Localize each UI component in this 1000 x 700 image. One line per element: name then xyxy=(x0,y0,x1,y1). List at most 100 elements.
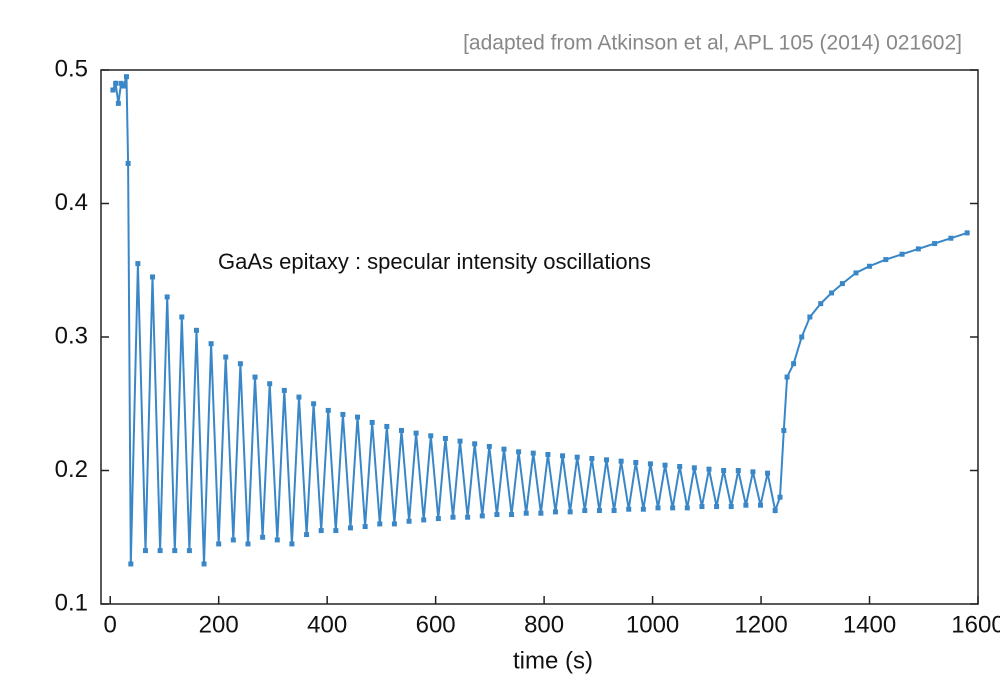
data-point xyxy=(362,524,368,530)
data-point xyxy=(333,528,339,534)
data-point xyxy=(853,270,859,276)
x-tick-label: 200 xyxy=(199,611,239,638)
data-point xyxy=(791,361,797,367)
source-note: [adapted from Atkinson et al, APL 105 (2… xyxy=(463,32,962,55)
data-point xyxy=(115,100,121,106)
data-point xyxy=(237,361,243,367)
data-point xyxy=(311,401,317,407)
data-point xyxy=(267,381,273,387)
data-point xyxy=(450,514,456,520)
data-point xyxy=(245,541,251,547)
data-point xyxy=(552,509,558,515)
data-point xyxy=(230,537,236,543)
data-point xyxy=(208,341,214,347)
data-point xyxy=(662,462,668,468)
data-point xyxy=(948,235,954,241)
data-point xyxy=(398,427,404,433)
data-point xyxy=(728,504,734,510)
data-point xyxy=(596,508,602,514)
data-point xyxy=(128,561,134,567)
x-tick-label: 1400 xyxy=(843,611,896,638)
x-tick-label: 1200 xyxy=(734,611,787,638)
data-point xyxy=(684,505,690,511)
data-point xyxy=(611,508,617,514)
data-point xyxy=(777,494,783,500)
data-point xyxy=(721,468,727,473)
x-axis-label: time (s) xyxy=(513,647,593,674)
data-point xyxy=(157,548,163,554)
data-point xyxy=(915,246,921,252)
data-line xyxy=(111,76,968,565)
data-point xyxy=(391,521,397,527)
data-point xyxy=(289,541,295,547)
data-point xyxy=(799,334,805,340)
data-point xyxy=(807,314,813,320)
data-point xyxy=(369,419,375,425)
y-tick-label: 0.2 xyxy=(55,456,88,483)
data-point xyxy=(201,561,207,567)
annotation: GaAs epitaxy : specular intensity oscill… xyxy=(218,249,651,274)
data-point xyxy=(252,374,258,380)
data-point xyxy=(355,414,361,420)
data-point xyxy=(347,525,353,531)
data-point xyxy=(406,518,412,524)
data-point xyxy=(883,257,889,263)
data-point xyxy=(677,463,683,469)
data-point xyxy=(340,411,346,417)
data-point xyxy=(530,450,536,456)
data-point xyxy=(545,451,551,457)
data-point xyxy=(867,263,873,269)
x-tick-label: 1600 xyxy=(951,611,1000,638)
data-point xyxy=(118,80,124,86)
data-point xyxy=(494,512,500,518)
x-tick-label: 800 xyxy=(524,611,564,638)
data-point xyxy=(560,453,566,459)
data-point xyxy=(567,509,573,515)
y-tick-label: 0.1 xyxy=(55,589,88,616)
x-tick-label: 1000 xyxy=(626,611,679,638)
data-point xyxy=(633,459,639,465)
data-point xyxy=(123,74,129,80)
data-point xyxy=(164,294,170,300)
data-point xyxy=(479,513,485,519)
data-point xyxy=(110,87,116,93)
data-point xyxy=(784,374,790,380)
data-point xyxy=(516,449,522,455)
data-point xyxy=(435,516,441,522)
data-point xyxy=(509,512,515,518)
y-tick-label: 0.3 xyxy=(55,322,88,349)
data-point xyxy=(135,261,141,267)
data-point xyxy=(765,470,771,476)
data-point xyxy=(589,455,595,461)
data-point xyxy=(296,394,302,400)
data-point xyxy=(216,541,222,547)
data-point xyxy=(781,427,787,433)
data-point xyxy=(603,457,609,463)
data-point xyxy=(193,327,199,333)
data-point xyxy=(486,443,492,449)
data-point xyxy=(829,290,835,296)
data-point xyxy=(750,469,756,475)
data-point xyxy=(932,241,938,247)
data-point xyxy=(699,504,705,510)
data-point xyxy=(582,508,588,514)
x-tick-label: 0 xyxy=(104,611,117,638)
data-point xyxy=(523,510,529,516)
data-point xyxy=(772,508,778,514)
data-point xyxy=(465,514,471,520)
data-point xyxy=(428,433,434,439)
data-point xyxy=(818,301,824,307)
data-point xyxy=(377,521,383,527)
x-tick-label: 600 xyxy=(416,611,456,638)
data-point xyxy=(113,80,119,86)
data-point xyxy=(186,548,192,554)
data-point xyxy=(325,407,331,413)
data-point xyxy=(743,502,749,508)
data-point xyxy=(179,314,185,320)
y-tick-label: 0.5 xyxy=(55,55,88,82)
data-point xyxy=(618,458,624,464)
data-point xyxy=(150,274,156,280)
data-point xyxy=(670,505,676,511)
data-point xyxy=(384,423,390,429)
